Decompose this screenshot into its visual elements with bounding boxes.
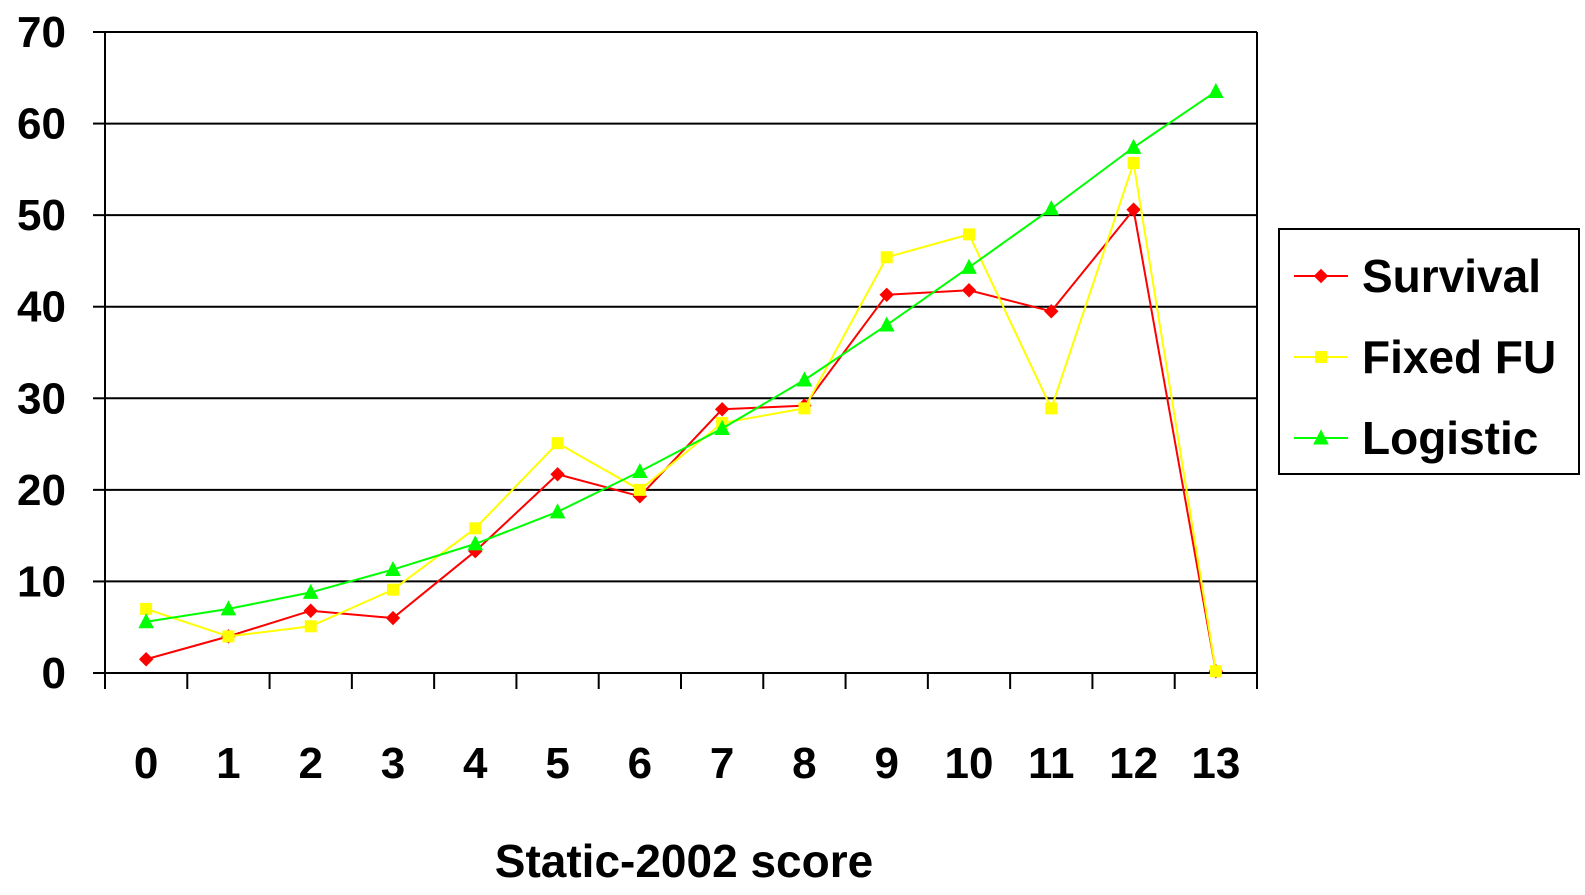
x-tick-label: 7 xyxy=(710,739,734,788)
data-point-fixed-fu xyxy=(1045,402,1058,415)
legend-label: Logistic xyxy=(1362,412,1538,464)
data-point-logistic xyxy=(385,560,401,577)
legend-label: Fixed FU xyxy=(1362,331,1556,383)
data-point-survival xyxy=(550,467,565,482)
y-tick-labels: 0 10 20 30 40 50 60 70 xyxy=(17,8,66,698)
legend: Survival Fixed FU Logistic xyxy=(1278,228,1580,475)
legend-item-fixed-fu: Fixed FU xyxy=(1294,331,1556,383)
data-point-logistic xyxy=(549,503,566,519)
data-point-survival xyxy=(138,652,154,667)
legend-marker xyxy=(1313,268,1329,284)
data-point-survival xyxy=(961,283,977,298)
data-point-survival xyxy=(1126,202,1141,217)
data-point-fixed-fu xyxy=(1209,665,1222,678)
data-point-survival xyxy=(714,402,730,417)
x-tick-label: 1 xyxy=(216,739,240,788)
data-point-logistic xyxy=(220,600,237,616)
y-tick-label: 50 xyxy=(17,191,66,240)
data-point-fixed-fu xyxy=(469,522,482,535)
x-tick-label: 12 xyxy=(1109,739,1158,788)
data-point-logistic xyxy=(467,535,484,551)
y-tick-label: 40 xyxy=(17,283,66,332)
series-survival xyxy=(138,202,1224,679)
legend-item-logistic: Logistic xyxy=(1294,412,1538,464)
data-point-logistic xyxy=(878,316,895,332)
data-point-survival xyxy=(303,603,318,618)
series-fixed-fu xyxy=(140,156,1222,678)
legend-item-survival: Survival xyxy=(1294,250,1541,302)
x-tick-label: 4 xyxy=(463,739,488,788)
data-point-logistic xyxy=(961,258,977,274)
y-tick-label: 20 xyxy=(17,466,66,515)
x-tick-label: 9 xyxy=(874,739,898,788)
axes xyxy=(93,31,1258,689)
data-point-logistic xyxy=(632,462,648,479)
data-point-fixed-fu xyxy=(304,620,317,633)
y-tick-label: 0 xyxy=(42,649,66,698)
x-tick-label: 3 xyxy=(381,739,405,788)
data-point-survival xyxy=(1044,304,1059,319)
data-point-survival xyxy=(879,287,894,303)
series-line-logistic xyxy=(145,90,1217,623)
data-point-fixed-fu xyxy=(140,602,153,615)
data-point-fixed-fu xyxy=(551,437,564,450)
x-tick-label: 13 xyxy=(1191,739,1240,788)
x-tick-label: 0 xyxy=(134,739,158,788)
series xyxy=(138,82,1224,679)
data-point-survival xyxy=(385,610,401,626)
series-line-survival xyxy=(145,207,1217,672)
x-tick-label: 8 xyxy=(792,739,816,788)
data-point-logistic xyxy=(714,419,730,436)
legend-label: Survival xyxy=(1362,250,1541,302)
x-tick-label: 2 xyxy=(298,739,322,788)
x-tick-label: 11 xyxy=(1028,739,1075,788)
data-point-logistic xyxy=(138,613,154,629)
data-point-fixed-fu xyxy=(387,583,399,596)
x-tick-label: 5 xyxy=(545,739,569,788)
x-tick-label: 10 xyxy=(945,739,994,788)
data-point-fixed-fu xyxy=(222,630,235,643)
data-point-fixed-fu xyxy=(1127,156,1140,169)
legend-box xyxy=(1278,228,1580,475)
data-point-fixed-fu xyxy=(633,483,646,496)
y-tick-label: 30 xyxy=(17,374,66,423)
data-point-logistic xyxy=(302,583,319,599)
y-tick-label: 10 xyxy=(17,557,66,606)
legend-marker xyxy=(1315,351,1327,363)
data-point-fixed-fu xyxy=(880,251,893,264)
data-point-logistic xyxy=(1125,138,1142,154)
x-axis-title: Static-2002 score xyxy=(495,835,873,887)
gridlines xyxy=(105,31,1257,583)
y-tick-label: 70 xyxy=(17,8,66,57)
data-point-logistic xyxy=(796,371,813,387)
legend-marker xyxy=(1313,429,1329,445)
data-point-fixed-fu xyxy=(798,402,811,415)
series-logistic xyxy=(138,82,1224,629)
x-tick-label: 6 xyxy=(628,739,652,788)
data-point-fixed-fu xyxy=(963,228,975,241)
x-tick-labels: 0 1 2 3 4 5 6 7 8 9 10 11 12 13 xyxy=(134,739,1240,788)
data-point-logistic xyxy=(1043,200,1060,216)
y-tick-label: 60 xyxy=(17,100,66,149)
series-line-fixed-fu xyxy=(145,162,1217,672)
data-point-logistic xyxy=(1208,82,1224,99)
